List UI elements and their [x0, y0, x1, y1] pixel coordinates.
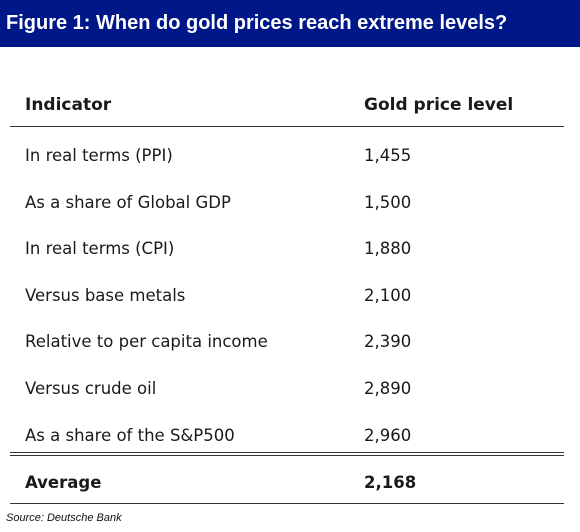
table-bottom-rule — [10, 503, 564, 504]
average-value: 2,168 — [364, 473, 417, 492]
indicator-cell: In real terms (CPI) — [25, 239, 175, 258]
average-label: Average — [25, 473, 102, 492]
indicator-cell: As a share of the S&P500 — [25, 426, 235, 445]
indicator-cell: In real terms (PPI) — [25, 146, 173, 165]
table-row: In real terms (PPI) 1,455 — [0, 146, 580, 176]
level-cell: 2,100 — [364, 286, 412, 305]
indicator-cell: Relative to per capita income — [25, 332, 268, 351]
average-row: Average 2,168 — [0, 473, 580, 503]
column-header-indicator: Indicator — [25, 95, 112, 115]
table-row: As a share of Global GDP 1,500 — [0, 193, 580, 223]
total-divider-upper — [10, 452, 564, 453]
table-row: Versus base metals 2,100 — [0, 286, 580, 316]
table-row: Versus crude oil 2,890 — [0, 379, 580, 409]
level-cell: 1,880 — [364, 239, 412, 258]
column-header-gold-price-level: Gold price level — [364, 95, 514, 115]
indicator-cell: Versus crude oil — [25, 379, 157, 398]
level-cell: 2,960 — [364, 426, 412, 445]
indicator-cell: As a share of Global GDP — [25, 193, 231, 212]
level-cell: 2,390 — [364, 332, 412, 351]
source-note: Source: Deutsche Bank — [6, 512, 122, 524]
level-cell: 1,455 — [364, 146, 412, 165]
table-row: As a share of the S&P500 2,960 — [0, 426, 580, 456]
level-cell: 2,890 — [364, 379, 412, 398]
header-divider — [10, 126, 564, 127]
total-divider-lower — [10, 455, 564, 456]
figure-title: Figure 1: When do gold prices reach extr… — [0, 0, 580, 47]
table-row: Relative to per capita income 2,390 — [0, 332, 580, 362]
table-row: In real terms (CPI) 1,880 — [0, 239, 580, 269]
level-cell: 1,500 — [364, 193, 412, 212]
indicator-cell: Versus base metals — [25, 286, 186, 305]
